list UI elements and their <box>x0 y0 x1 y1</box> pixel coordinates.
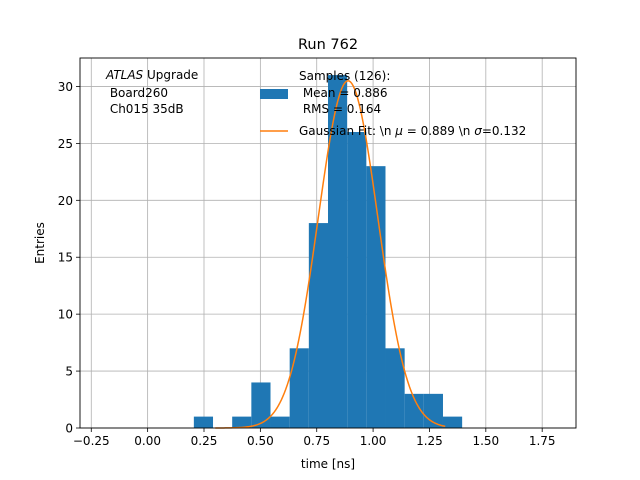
atlas-annotation: ATLAS Upgrade Board260 Ch015 35dB <box>105 68 198 116</box>
histogram-bars <box>193 75 463 429</box>
chart-title: Run 762 <box>298 37 358 53</box>
histogram-bar <box>308 223 328 428</box>
y-tick-label: 5 <box>65 365 73 379</box>
plot-frame <box>79 57 577 429</box>
gaussian-fit-curve <box>215 80 446 429</box>
x-tick-label: 1.50 <box>472 434 499 448</box>
histogram-bar <box>385 348 405 428</box>
x-tick-label: 1.00 <box>360 434 387 448</box>
histogram-bar <box>347 132 367 428</box>
y-tick-label: 20 <box>58 194 73 208</box>
x-tick-label: 1.25 <box>416 434 443 448</box>
x-tick-label: 1.75 <box>529 434 556 448</box>
x-tick-label: 0.50 <box>247 434 274 448</box>
legend-histogram-line-2: Mean = 0.886 <box>299 86 388 100</box>
y-tick-label: 0 <box>65 422 73 436</box>
channel-label: Ch015 35dB <box>106 102 184 116</box>
y-tick-label: 10 <box>58 308 73 322</box>
y-tick-label: 15 <box>58 251 73 265</box>
atlas-italic-label: ATLAS <box>105 68 144 82</box>
histogram-bar <box>232 416 252 428</box>
x-tick-label: −0.25 <box>73 434 110 448</box>
x-axis-ticks: −0.25 0.00 0.25 0.50 0.75 1.00 1.25 1.50 1.75 <box>73 428 556 448</box>
histogram-bar <box>442 416 463 428</box>
x-tick-label: 0.75 <box>303 434 330 448</box>
legend-histogram-line-3: RMS = 0.164 <box>299 102 381 116</box>
histogram-bar <box>270 416 290 428</box>
svg-text:ATLAS Upgrade: ATLAS Upgrade <box>105 68 198 82</box>
histogram-bar <box>366 166 386 428</box>
legend-histogram-line-1: Samples (126): <box>299 69 390 83</box>
y-tick-label: 30 <box>58 80 73 94</box>
legend: Samples (126): Mean = 0.886 RMS = 0.164 … <box>260 69 526 138</box>
histogram-bar <box>193 416 214 428</box>
atlas-upgrade-label: Upgrade <box>143 68 198 82</box>
x-axis-label: time [ns] <box>301 457 355 471</box>
histogram-bar <box>251 382 271 428</box>
legend-histogram-swatch <box>260 89 288 99</box>
x-tick-label: 0.00 <box>134 434 161 448</box>
y-axis-ticks: 0 5 10 15 20 25 30 <box>58 80 80 436</box>
legend-fit-label: Gaussian Fit: \n μ = 0.889 \n σ=0.132 <box>299 124 526 138</box>
histogram-bar <box>328 75 348 429</box>
x-tick-label: 0.25 <box>191 434 218 448</box>
histogram-bar <box>404 393 424 428</box>
y-axis-label: Entries <box>33 222 47 264</box>
y-tick-label: 25 <box>58 137 73 151</box>
board-label: Board260 <box>106 86 168 100</box>
histogram-bar <box>289 348 309 428</box>
